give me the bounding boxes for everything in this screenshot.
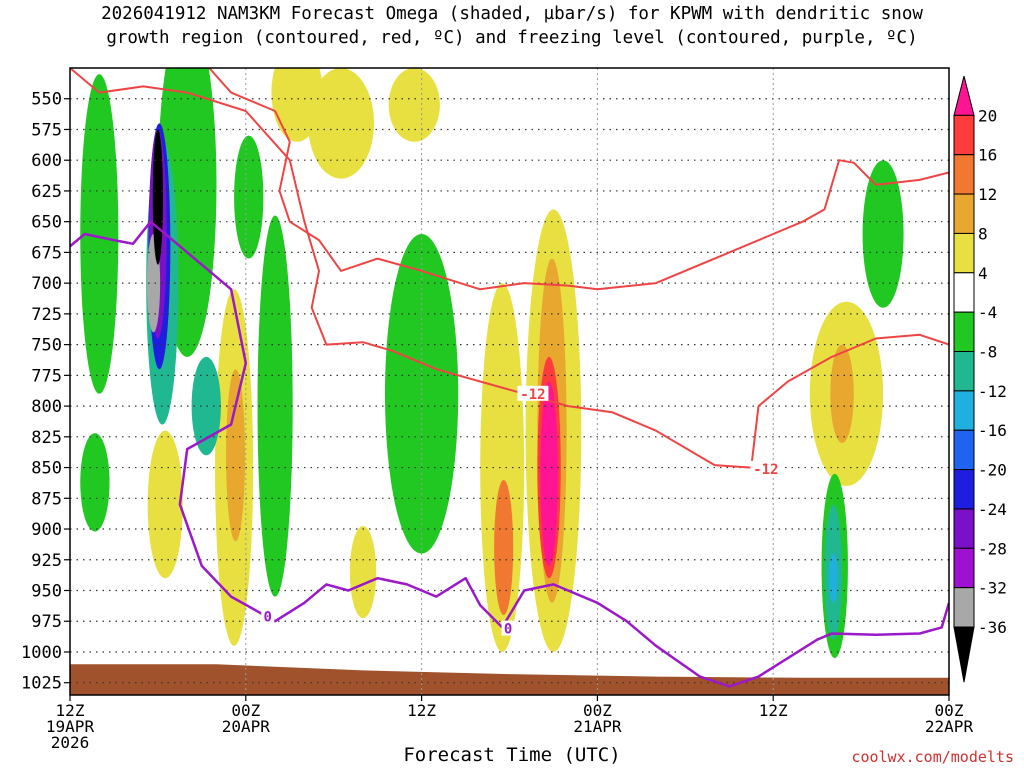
colorbar-label-10: -24 bbox=[978, 500, 1007, 519]
colorbar-label-7: -12 bbox=[978, 382, 1007, 401]
colorbar-label-0: 20 bbox=[978, 106, 997, 125]
contour-lines: -12 -12 0 0 bbox=[70, 68, 949, 688]
omega-region-10 bbox=[226, 369, 246, 542]
x-tick-label-36-1: 21APR bbox=[573, 717, 622, 736]
colorbar-bin-6 bbox=[953, 311, 975, 353]
y-tick-label-550: 550 bbox=[31, 90, 62, 110]
colorbar-bin-7 bbox=[953, 351, 975, 392]
x-tick-label-0-2: 2026 bbox=[51, 733, 90, 752]
y-tick-label-900: 900 bbox=[31, 520, 62, 540]
colorbar-bin-8 bbox=[953, 390, 975, 431]
y-tick-label-975: 975 bbox=[31, 612, 62, 632]
colorbar-bin-11 bbox=[953, 508, 975, 549]
x-tick-label-0-1: 19APR bbox=[46, 717, 95, 736]
x-axis-label: Forecast Time (UTC) bbox=[403, 744, 621, 766]
colorbar-label-5: -4 bbox=[978, 303, 997, 322]
colorbar-label-4: 4 bbox=[978, 264, 988, 283]
contour-label-3: 0 bbox=[504, 622, 512, 638]
x-tick-label-60-1: 22APR bbox=[925, 717, 974, 736]
omega-region-17 bbox=[80, 433, 110, 532]
contour-label-0: -12 bbox=[520, 387, 545, 403]
contour-label-1: -12 bbox=[753, 462, 778, 478]
y-tick-label-600: 600 bbox=[31, 151, 62, 171]
colorbar-bin-2 bbox=[953, 154, 975, 195]
contour-label-2: 0 bbox=[264, 609, 272, 625]
y-tick-label-1025: 1025 bbox=[21, 674, 62, 694]
y-tick-label-575: 575 bbox=[31, 120, 62, 140]
omega-region-15 bbox=[540, 381, 558, 566]
omega-region-31 bbox=[152, 129, 164, 265]
dgz-lower-line bbox=[70, 68, 949, 469]
colorbar: 20 16 12 8 4 -4 -8 -12 -16 -20 -24 -28 -32 -36 bbox=[953, 75, 1007, 683]
omega-region-5 bbox=[388, 68, 440, 142]
y-tick-label-1000: 1000 bbox=[21, 643, 62, 663]
plot-frame bbox=[69, 67, 950, 696]
colorbar-label-12: -32 bbox=[978, 579, 1007, 598]
chart-title-line2: growth region (contoured, red, ºC) and f… bbox=[106, 28, 918, 48]
y-tick-label-875: 875 bbox=[31, 489, 62, 509]
colorbar-bin-1 bbox=[953, 114, 975, 156]
x-tick-label-12-0: 00Z bbox=[231, 701, 260, 720]
colorbar-bin-10 bbox=[953, 469, 975, 510]
contour-label-bg-0 bbox=[517, 385, 549, 401]
freezing-level-line bbox=[70, 220, 949, 688]
omega-region-1 bbox=[147, 430, 183, 579]
y-tick-label-625: 625 bbox=[31, 182, 62, 202]
omega-region-6 bbox=[349, 525, 377, 619]
colorbar-bin-9 bbox=[953, 429, 975, 471]
y-tick-label-775: 775 bbox=[31, 366, 62, 386]
omega-region-27 bbox=[828, 553, 838, 603]
y-tick-label-850: 850 bbox=[31, 459, 62, 479]
omega-region-25 bbox=[191, 356, 221, 456]
x-tick-label-48-0: 12Z bbox=[759, 701, 788, 720]
y-tick-label-800: 800 bbox=[31, 397, 62, 417]
colorbar-label-8: -16 bbox=[978, 421, 1007, 440]
colorbar-bin-13 bbox=[953, 587, 975, 628]
colorbar-label-2: 12 bbox=[978, 185, 997, 204]
dgz-upper-line bbox=[208, 68, 949, 291]
y-tick-label-950: 950 bbox=[31, 582, 62, 602]
y-axis: 550 575 600 625 650 675 700 725 750 775 800 825 850 8… bbox=[21, 90, 70, 694]
contour-label-bg-1 bbox=[750, 460, 782, 476]
credit-link[interactable]: coolwx.com/modelts bbox=[851, 748, 1014, 766]
omega-region-19 bbox=[234, 135, 264, 259]
y-tick-label-675: 675 bbox=[31, 243, 62, 263]
colorbar-label-3: 8 bbox=[978, 224, 988, 243]
y-tick-label-825: 825 bbox=[31, 428, 62, 448]
colorbar-label-11: -28 bbox=[978, 539, 1007, 558]
plot-border bbox=[69, 67, 950, 696]
colorbar-top-arrow bbox=[953, 75, 975, 116]
colorbar-bin-12 bbox=[953, 547, 975, 589]
y-tick-label-750: 750 bbox=[31, 336, 62, 356]
chart-title: 2026041912 NAM3KM Forecast Omega (shaded… bbox=[0, 2, 1024, 50]
omega-region-12 bbox=[830, 344, 854, 443]
colorbar-label-6: -8 bbox=[978, 343, 997, 362]
omega-region-22 bbox=[862, 160, 904, 308]
chart-title-line1: 2026041912 NAM3KM Forecast Omega (shaded… bbox=[101, 4, 923, 24]
colorbar-label-1: 16 bbox=[978, 146, 997, 165]
colorbar-label-9: -20 bbox=[978, 461, 1007, 480]
colorbar-bottom-arrow bbox=[953, 626, 975, 683]
y-tick-label-650: 650 bbox=[31, 213, 62, 233]
omega-region-13 bbox=[494, 479, 514, 616]
y-tick-label-725: 725 bbox=[31, 305, 62, 325]
contour-label-bg-2 bbox=[261, 608, 275, 624]
omega-region-4 bbox=[308, 68, 374, 179]
contour-label-bg-3 bbox=[501, 620, 515, 636]
colorbar-bin-3 bbox=[953, 193, 975, 234]
x-tick-label-12-1: 20APR bbox=[222, 717, 271, 736]
omega-shading bbox=[80, 68, 904, 659]
omega-region-20 bbox=[257, 215, 293, 597]
colorbar-label-13: -36 bbox=[978, 618, 1007, 637]
colorbar-bin-4 bbox=[953, 232, 975, 274]
x-tick-label-24-0: 12Z bbox=[407, 701, 436, 720]
x-tick-label-36-0: 00Z bbox=[583, 701, 612, 720]
colorbar-bin-5 bbox=[953, 272, 975, 313]
y-tick-label-925: 925 bbox=[31, 551, 62, 571]
x-tick-label-60-0: 00Z bbox=[935, 701, 964, 720]
x-tick-label-0-0: 12Z bbox=[56, 701, 85, 720]
y-tick-label-700: 700 bbox=[31, 274, 62, 294]
